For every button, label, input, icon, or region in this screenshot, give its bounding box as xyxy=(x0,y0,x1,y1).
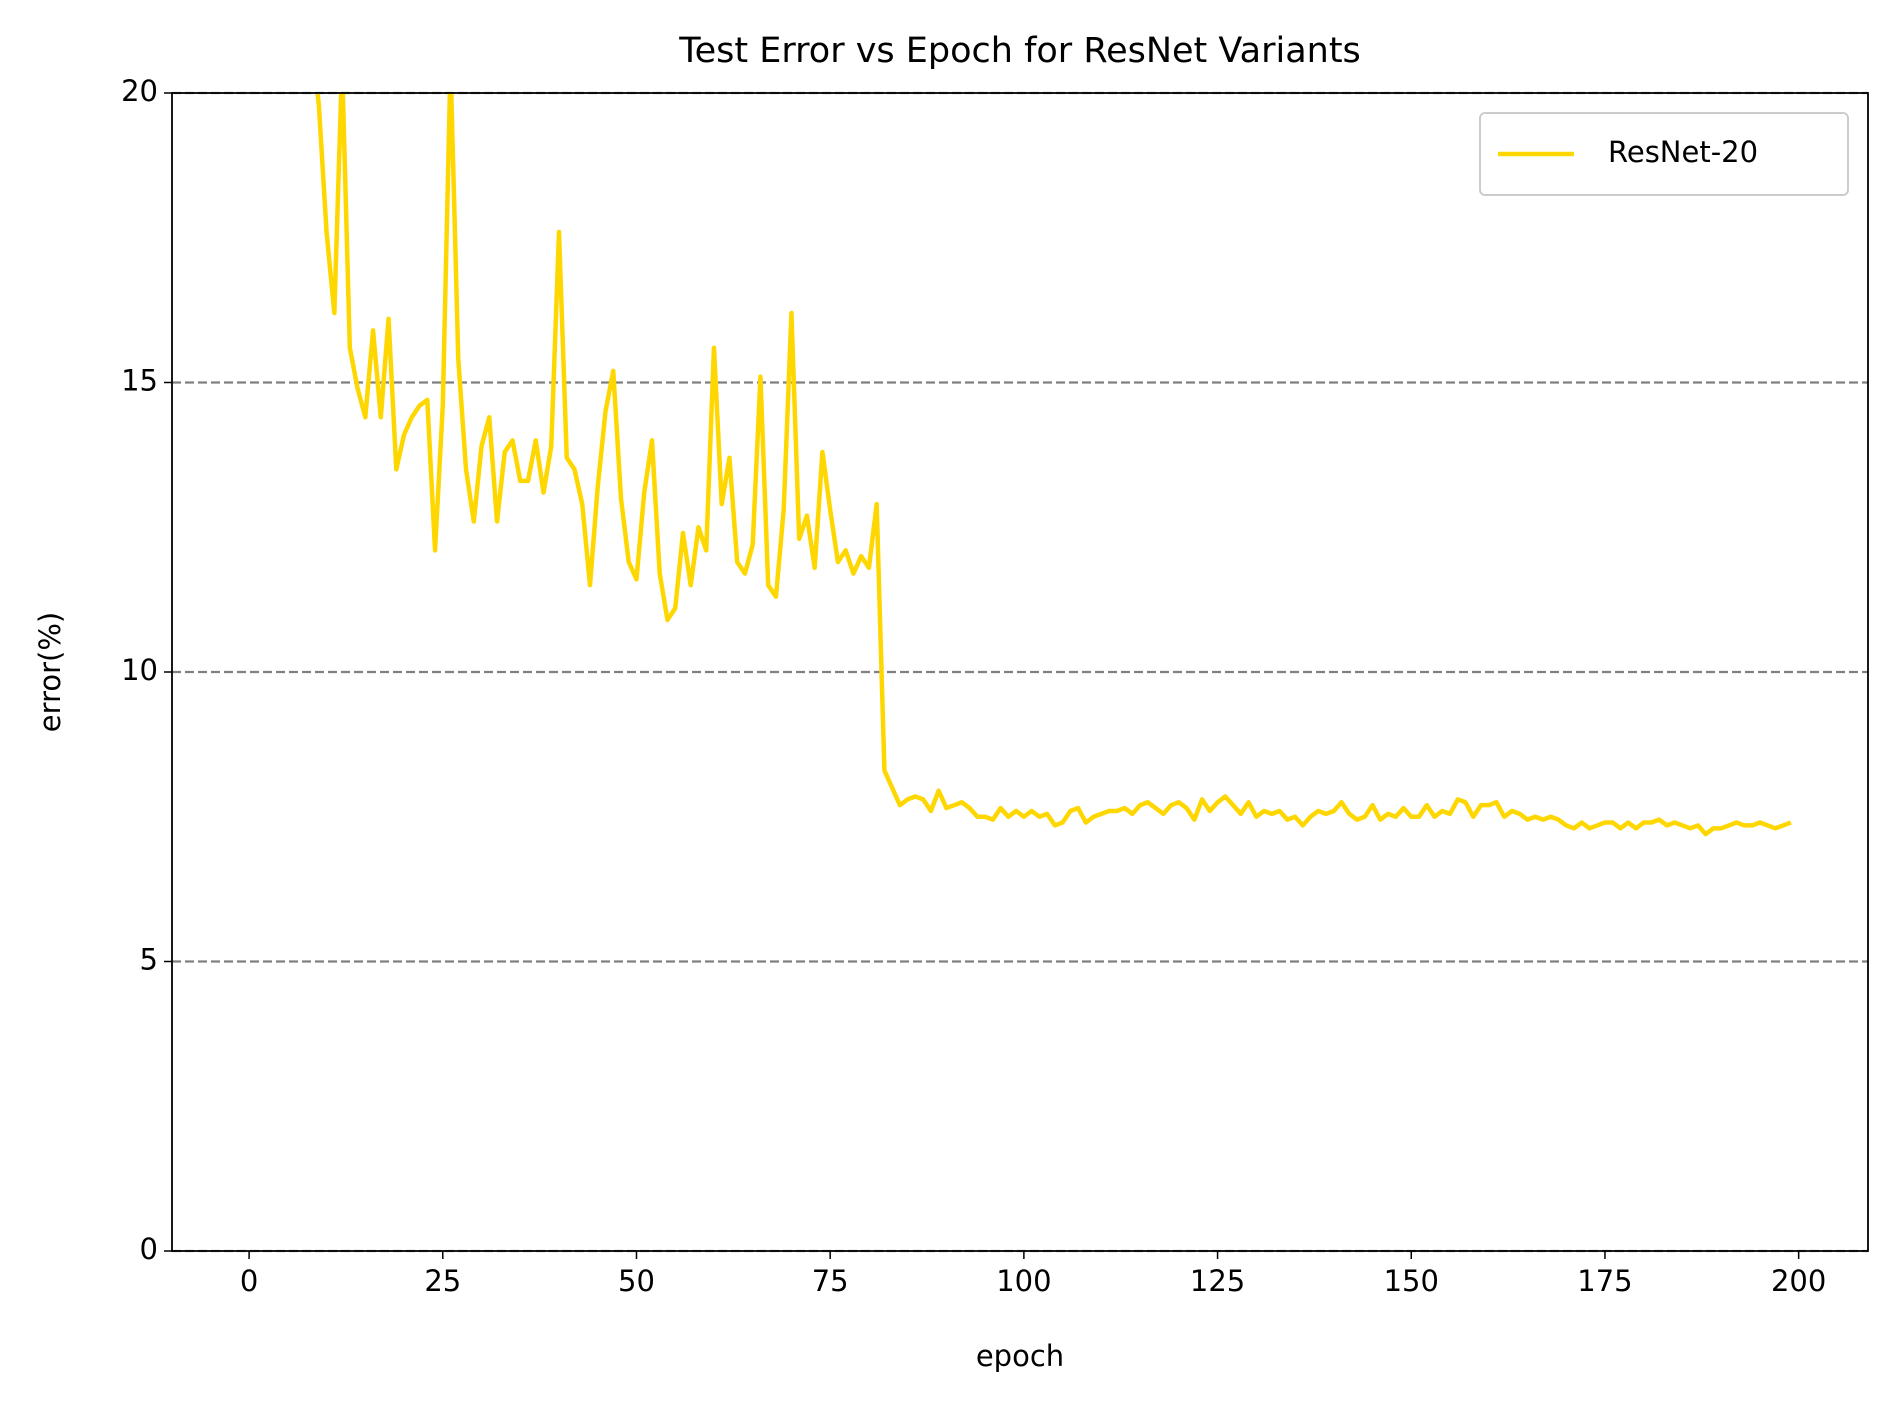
x-tick-label: 25 xyxy=(424,1264,461,1298)
legend-label: ResNet-20 xyxy=(1608,135,1758,169)
axes-frame xyxy=(171,92,1869,1252)
x-tick-label: 75 xyxy=(812,1264,849,1298)
y-tick-label: 10 xyxy=(121,653,158,687)
x-tick-label: 125 xyxy=(1190,1264,1245,1298)
y-tick-label: 15 xyxy=(121,364,158,398)
x-tick-label: 150 xyxy=(1384,1264,1439,1298)
x-tick-label: 0 xyxy=(240,1264,258,1298)
data-line xyxy=(315,93,1792,837)
chart-title: Test Error vs Epoch for ResNet Variants xyxy=(678,31,1361,71)
x-tick-label: 200 xyxy=(1771,1264,1826,1298)
x-tick-label: 50 xyxy=(618,1264,655,1298)
x-tick-label: 100 xyxy=(996,1264,1051,1298)
x-tick-label: 175 xyxy=(1577,1264,1632,1298)
plot-area xyxy=(315,93,1792,837)
legend-box xyxy=(1479,112,1849,196)
y-axis-label: error(%) xyxy=(33,612,67,732)
y-tick-label: 0 xyxy=(140,1232,158,1266)
y-tick-label: 20 xyxy=(121,74,158,108)
y-tick-label: 5 xyxy=(140,943,158,977)
x-axis-label: epoch xyxy=(976,1339,1064,1373)
